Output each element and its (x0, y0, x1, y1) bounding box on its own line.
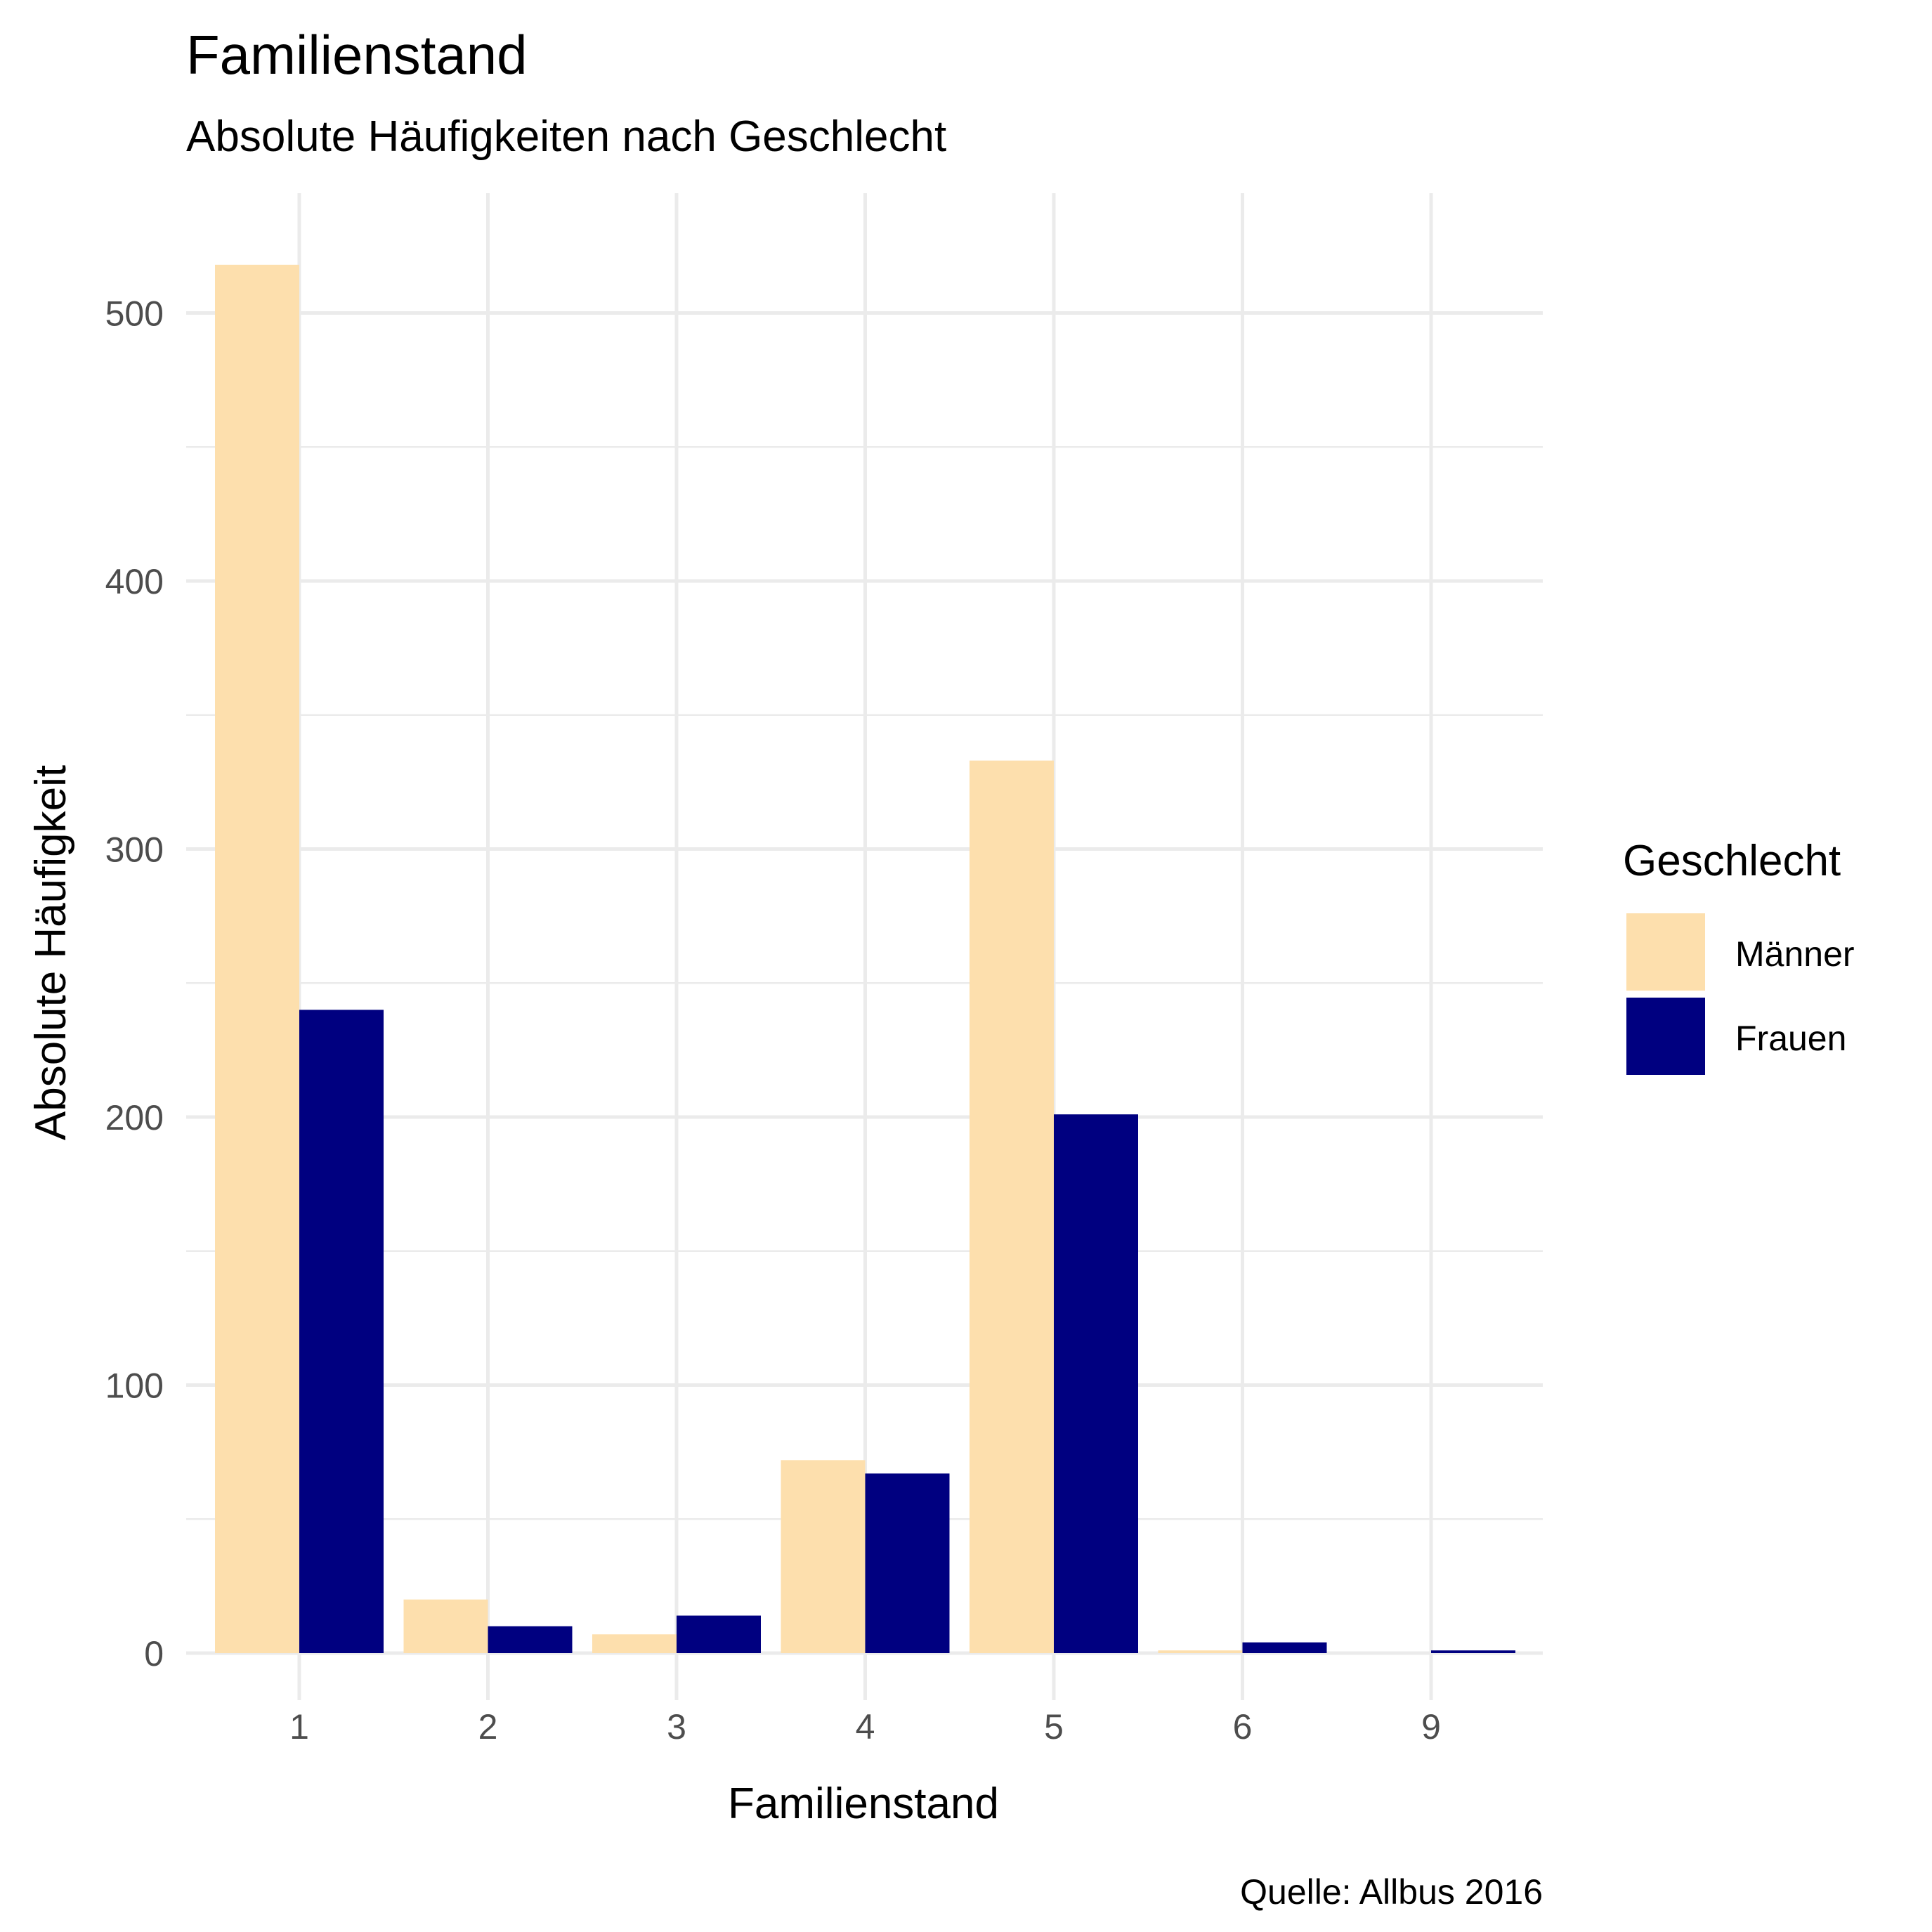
x-tick-label: 9 (1421, 1707, 1441, 1747)
legend-title: Geschlecht (1623, 837, 1841, 885)
y-axis-title: Absolute Häufigkeit (27, 765, 75, 1140)
legend-swatch-maenner (1626, 913, 1705, 991)
bar-frauen-5 (1054, 1114, 1138, 1653)
legend-label-frauen: Frauen (1735, 1019, 1846, 1058)
legend-label-maenner: Männer (1735, 934, 1855, 974)
x-axis-title: Familienstand (728, 1780, 999, 1828)
bar-frauen-2 (488, 1626, 573, 1653)
chart-caption: Quelle: Allbus 2016 (1240, 1872, 1543, 1912)
bar-frauen-6 (1242, 1642, 1327, 1653)
legend-swatch-frauen (1626, 998, 1705, 1075)
bars (215, 264, 1515, 1654)
x-tick-label: 6 (1233, 1707, 1253, 1747)
y-tick-label: 500 (105, 294, 164, 334)
bar-maenner-5 (970, 760, 1054, 1653)
y-tick-label: 200 (105, 1098, 164, 1137)
chart-subtitle: Absolute Häufigkeiten nach Geschlecht (186, 112, 946, 161)
bar-maenner-3 (592, 1634, 677, 1653)
x-tick-label: 4 (856, 1707, 875, 1747)
bar-maenner-1 (215, 264, 299, 1654)
bar-frauen-9 (1431, 1650, 1515, 1653)
x-axis-ticks: 1 2 3 4 5 6 9 (289, 1707, 1441, 1747)
y-tick-label: 0 (144, 1634, 164, 1673)
x-tick-label: 3 (667, 1707, 686, 1747)
y-tick-label: 300 (105, 830, 164, 870)
bar-maenner-6 (1158, 1650, 1243, 1653)
x-tick-label: 1 (289, 1707, 309, 1747)
x-tick-label: 5 (1044, 1707, 1064, 1747)
x-tick-label: 2 (478, 1707, 498, 1747)
chart-title: Familienstand (186, 24, 528, 86)
y-tick-label: 400 (105, 562, 164, 601)
y-tick-label: 100 (105, 1366, 164, 1406)
legend: Geschlecht Männer Frauen (1623, 837, 1855, 1075)
y-axis-ticks: 0 100 200 300 400 500 (105, 294, 164, 1674)
bar-frauen-3 (677, 1615, 761, 1653)
bar-frauen-1 (299, 1010, 384, 1653)
bar-maenner-2 (403, 1599, 488, 1653)
bar-maenner-4 (781, 1460, 866, 1653)
bar-frauen-4 (865, 1473, 950, 1653)
